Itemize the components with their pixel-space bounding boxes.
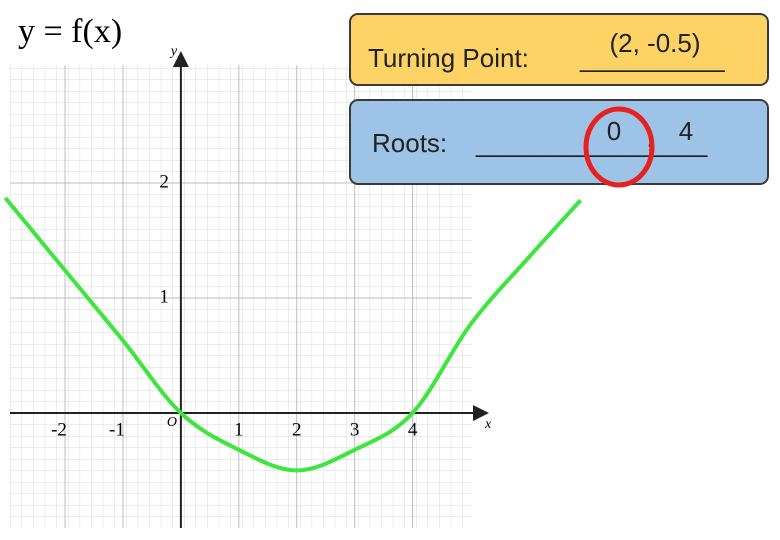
y-tick-label: 2 — [159, 171, 169, 192]
curve — [3, 196, 583, 473]
y-axis-label: y — [169, 44, 178, 59]
origin-label: O — [167, 415, 177, 430]
x-tick-label: 3 — [350, 419, 360, 440]
chart-title: y = f(x) — [18, 13, 122, 50]
roots-blank: ________________ — [475, 128, 708, 158]
y-tick-label: 1 — [159, 286, 169, 307]
turning-point-box — [349, 13, 769, 86]
turning-point-answer: (2, -0.5) — [609, 28, 700, 58]
highlight-circle — [583, 106, 655, 188]
x-tick-label: 1 — [234, 419, 244, 440]
x-tick-label: 4 — [408, 419, 418, 440]
x-tick-label: 2 — [292, 419, 302, 440]
x-tick-label: -1 — [109, 419, 125, 440]
roots-box — [349, 99, 769, 185]
x-axis-label: x — [484, 417, 492, 432]
x-tick-label: -2 — [51, 419, 67, 440]
turning-point-label: Turning Point: — [368, 43, 529, 73]
turning-point-blank: __________ — [579, 43, 725, 73]
root-answer: 0 — [607, 116, 621, 146]
root-answer: 4 — [679, 116, 693, 146]
roots-label: Roots: — [372, 128, 447, 158]
